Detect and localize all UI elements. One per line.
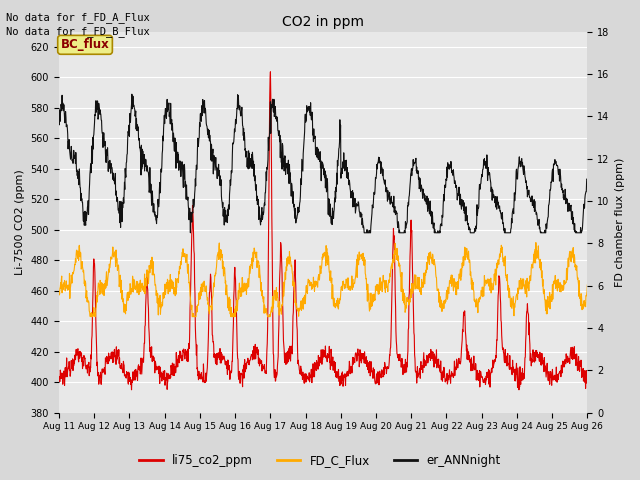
- Legend: li75_co2_ppm, FD_C_Flux, er_ANNnight: li75_co2_ppm, FD_C_Flux, er_ANNnight: [134, 449, 506, 472]
- Title: CO2 in ppm: CO2 in ppm: [282, 15, 364, 29]
- Y-axis label: Li-7500 CO2 (ppm): Li-7500 CO2 (ppm): [15, 169, 25, 275]
- Text: No data for f_FD_B_Flux: No data for f_FD_B_Flux: [6, 26, 150, 37]
- Text: No data for f_FD_A_Flux: No data for f_FD_A_Flux: [6, 12, 150, 23]
- Text: BC_flux: BC_flux: [61, 38, 109, 51]
- Y-axis label: FD chamber flux (ppm): FD chamber flux (ppm): [615, 157, 625, 287]
